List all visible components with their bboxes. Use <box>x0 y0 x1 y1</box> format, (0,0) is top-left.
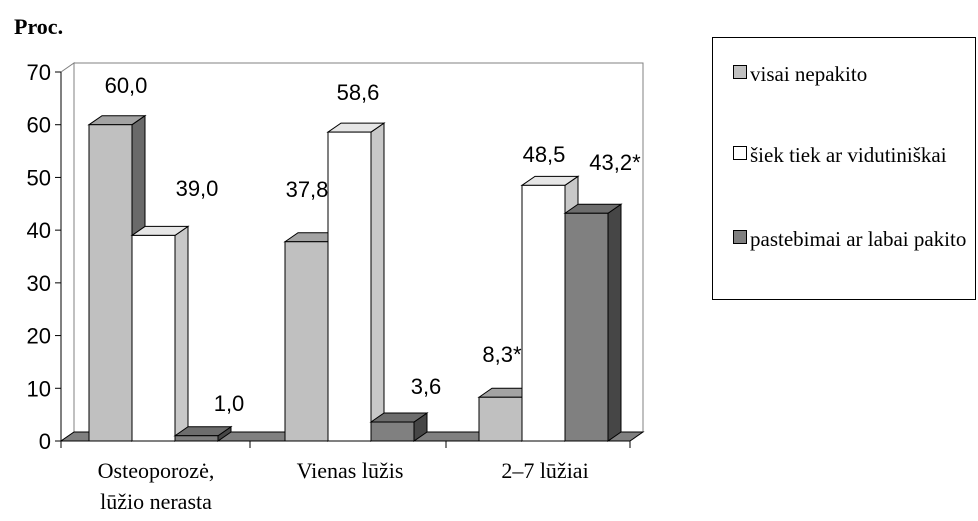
bar-front <box>521 184 566 442</box>
legend-item-pastebimai: pastebimai ar labai pakito <box>733 224 978 254</box>
bar-visai-nepakito-1 <box>283 231 343 442</box>
bar-front <box>88 124 133 442</box>
legend-label: pastebimai ar labai pakito <box>750 227 967 251</box>
data-label: 60,0 <box>105 73 148 98</box>
y-axis-title: Proc. <box>14 14 63 39</box>
y-axis: 0 10 20 30 40 50 60 70 <box>27 60 631 454</box>
y-tick-label: 50 <box>27 165 51 190</box>
data-labels: 60,0 39,0 1,0 37,8 58,6 3,6 8,3* 48,5 43,2* <box>105 73 642 416</box>
legend: visai nepakito šiek tiek ar vidutiniškai… <box>712 37 976 300</box>
y-tick-label: 10 <box>27 376 51 401</box>
bars <box>87 114 623 442</box>
bar-iek-tiek-ar-vidutini-kai-0 <box>130 225 190 442</box>
x-tick-label: Osteoporozė, <box>98 458 215 483</box>
bar-side <box>370 122 385 442</box>
bar-side <box>607 203 622 442</box>
data-label: 3,6 <box>411 374 442 399</box>
y-tick-label: 20 <box>27 324 51 349</box>
bar-iek-tiek-ar-vidutini-kai-1 <box>326 122 386 442</box>
data-label: 37,8 <box>286 177 329 202</box>
x-tick-label: 2–7 lūžiai <box>501 458 588 483</box>
legend-item-siek-tiek: šiek tiek ar vidutiniškai <box>733 140 978 170</box>
y-tick-label: 70 <box>27 60 51 85</box>
data-label: 58,6 <box>337 80 380 105</box>
bar-front <box>478 396 523 442</box>
legend-swatch <box>733 146 747 160</box>
y-tick-label: 60 <box>27 113 51 138</box>
legend-swatch <box>733 230 747 244</box>
bar-side <box>174 225 189 442</box>
bar-front <box>327 131 372 442</box>
legend-item-visai-nepakito: visai nepakito <box>733 59 978 89</box>
bar-pastebimai-ar-labai-pakito-2 <box>563 203 623 442</box>
bar-front <box>284 241 329 442</box>
x-tick-label: Vienas lūžis <box>297 458 404 483</box>
bar-front <box>564 212 609 442</box>
side-wall <box>60 62 75 442</box>
bar-front <box>131 234 176 442</box>
y-tick-label: 30 <box>27 271 51 296</box>
y-tick-label: 40 <box>27 218 51 243</box>
data-label: 1,0 <box>214 391 245 416</box>
y-tick-label: 0 <box>39 429 51 454</box>
bar-pastebimai-ar-labai-pakito-1 <box>369 412 429 442</box>
x-tick-labels: Osteoporozė, lūžio nerasta Vienas lūžis 2–7… <box>98 458 589 514</box>
bar-pastebimai-ar-labai-pakito-0 <box>173 425 233 442</box>
legend-label: šiek tiek ar vidutiniškai <box>750 143 947 167</box>
bar-front <box>174 435 219 442</box>
data-label: 48,5 <box>523 142 566 167</box>
data-label: 39,0 <box>176 176 219 201</box>
legend-label: visai nepakito <box>750 62 868 86</box>
data-label: 43,2* <box>589 150 641 175</box>
x-tick-label: lūžio nerasta <box>100 489 212 514</box>
data-label: 8,3* <box>482 342 522 367</box>
bar-front <box>370 421 415 442</box>
legend-swatch <box>733 65 747 79</box>
